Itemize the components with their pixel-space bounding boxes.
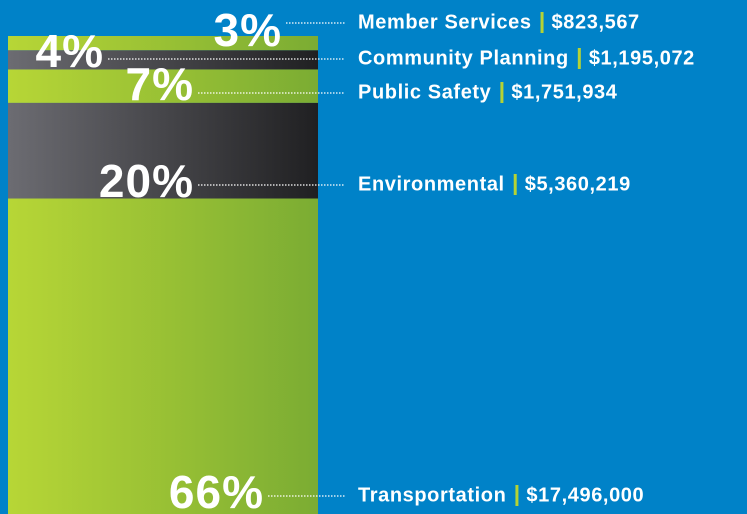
separator [577,48,581,69]
category-label: Community Planning [358,47,569,69]
percent-label: 3% [214,4,282,56]
bar-segment [8,102,318,199]
separator [513,174,517,195]
category-label: Environmental [358,173,505,195]
bar-segment [8,36,318,51]
bar-segment [8,198,318,514]
amount-label: $5,360,219 [525,173,631,195]
percent-label: 7% [126,58,194,110]
category-label: Transportation [358,484,506,506]
amount-label: $1,751,934 [511,81,617,103]
category-label: Member Services [358,11,532,33]
amount-label: $823,567 [552,11,640,33]
amount-label: $1,195,072 [589,47,695,69]
bar-segment [8,50,318,70]
category-label: Public Safety [358,81,492,103]
amount-label: $17,496,000 [526,484,644,506]
bar-segment [8,69,318,103]
separator [515,485,519,506]
percent-label: 66% [169,466,264,514]
separator [540,12,544,33]
separator [500,82,504,103]
percent-label: 20% [99,155,194,207]
percent-label: 4% [36,25,104,77]
